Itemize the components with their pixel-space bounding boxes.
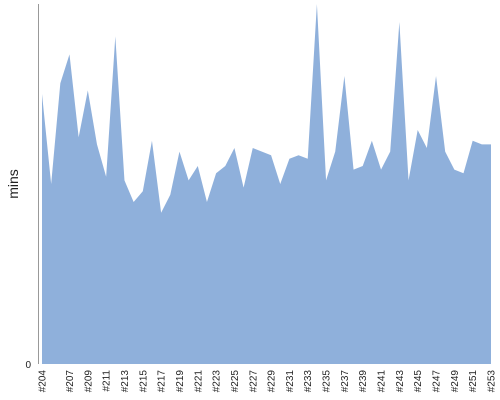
x-tick-label: #209	[83, 370, 94, 393]
x-tick-label: #251	[468, 370, 479, 393]
x-tick-label: #211	[102, 370, 113, 392]
x-tick-label: #217	[157, 370, 168, 393]
series-area	[42, 4, 491, 364]
x-tick-label: #239	[358, 370, 369, 393]
x-tick-label: #233	[303, 370, 314, 393]
x-tick-label: #229	[267, 370, 278, 393]
x-tick-label: #204	[38, 370, 49, 393]
x-tick-label: #223	[212, 370, 223, 393]
x-tick-label: #213	[120, 370, 131, 393]
x-tick-label: #245	[413, 370, 424, 393]
x-tick-label: #215	[138, 370, 149, 393]
x-tick-label: #235	[322, 370, 333, 393]
plot-area	[42, 4, 491, 364]
x-tick-label: #247	[432, 370, 443, 393]
x-tick-label: #241	[377, 370, 388, 393]
x-tick-label: #231	[285, 370, 296, 393]
x-tick-label: #227	[248, 370, 259, 393]
x-tick-label: #219	[175, 370, 186, 393]
x-tick-labels: #204 #207 #209 #211 #213 #215 #217 #219 #221 #223…	[38, 370, 498, 393]
x-tick-label: #253	[487, 370, 498, 393]
y-tick-label: 0	[25, 360, 31, 371]
x-tick-label: #221	[193, 370, 204, 393]
x-tick-label: #237	[340, 370, 351, 393]
x-tick-label: #249	[450, 370, 461, 393]
x-tick-label: #225	[230, 370, 241, 393]
x-tick-label: #207	[65, 370, 76, 393]
x-tick-label: #243	[395, 370, 406, 393]
y-axis-label: mins	[5, 169, 21, 199]
